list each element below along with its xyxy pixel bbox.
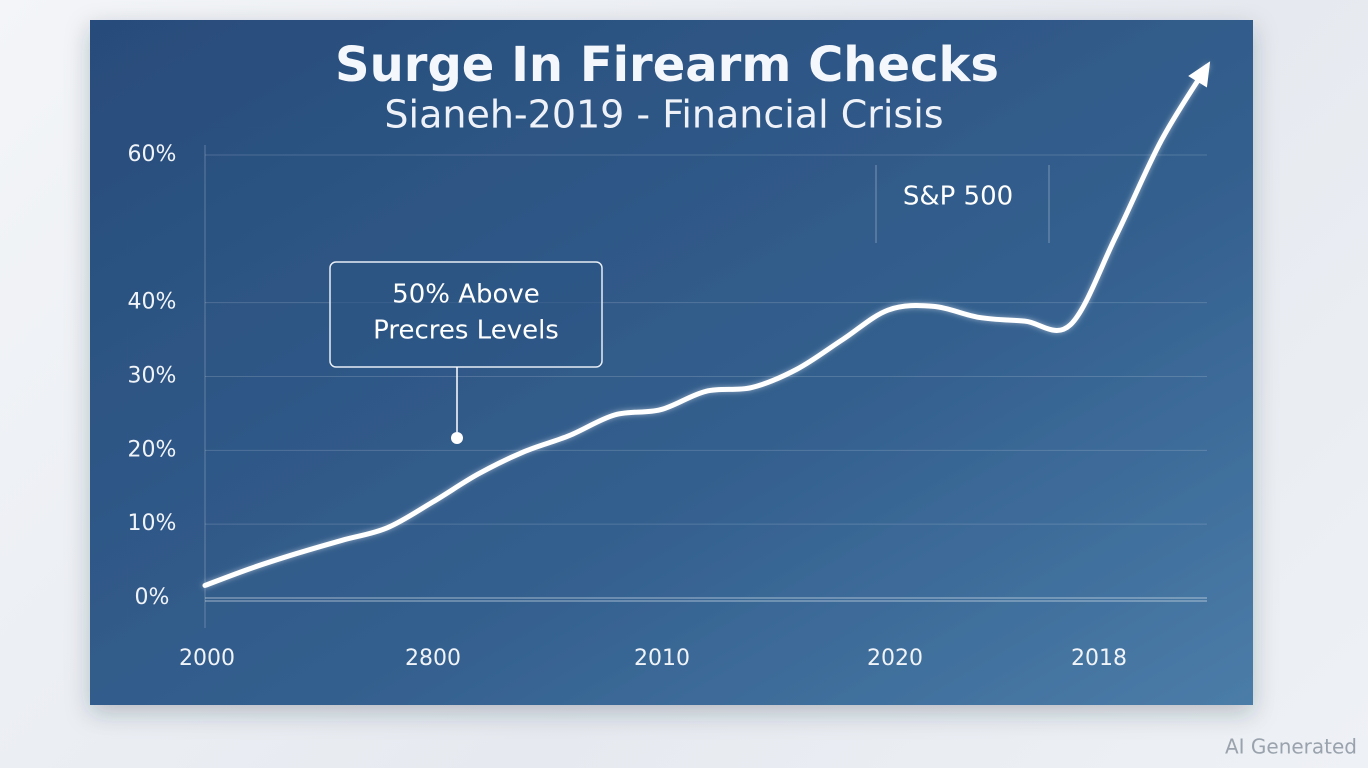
arrowhead	[1188, 61, 1211, 88]
x-tick-label: 2018	[1071, 646, 1127, 671]
annotation-text: Precres Levels	[373, 316, 559, 346]
x-tick-label: 2020	[867, 646, 923, 671]
annotation-dot	[451, 432, 463, 444]
chart-title: Surge In Firearm Checks	[335, 37, 999, 93]
y-tick-label: 0%	[135, 585, 170, 610]
y-tick-label: 40%	[128, 290, 177, 315]
x-tick-label: 2010	[634, 646, 690, 671]
watermark: AI Generated	[1225, 735, 1357, 759]
y-tick-label: 10%	[128, 511, 177, 536]
chart-subtitle: Sianeh-2019 - Financial Crisis	[384, 93, 943, 137]
chart-card	[90, 20, 1253, 705]
annotation-text: S&P 500	[903, 182, 1013, 212]
x-tick-label: 2800	[405, 646, 461, 671]
y-tick-label: 60%	[128, 142, 177, 167]
x-tick-label: 2000	[179, 646, 235, 671]
data-line	[202, 63, 1210, 588]
y-tick-label: 30%	[128, 364, 177, 389]
annotation-text: 50% Above	[392, 280, 540, 310]
y-tick-label: 20%	[128, 437, 177, 462]
annotation-box	[329, 261, 603, 368]
